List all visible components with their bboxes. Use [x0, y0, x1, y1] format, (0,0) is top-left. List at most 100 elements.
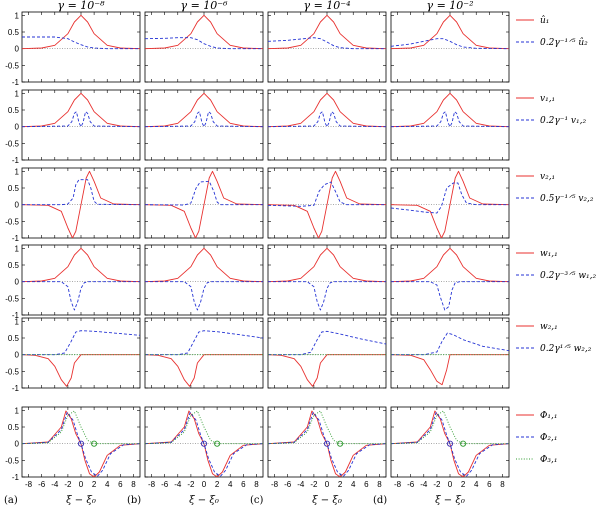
y-tick-label: -1: [12, 311, 20, 320]
legend-row-1: û₁ 0.2γ⁻¹ᐟ⁵ û₂: [516, 15, 588, 48]
point-marker: [323, 440, 331, 447]
subfigure-label: (a): [4, 495, 18, 506]
x-tick-label: -2: [187, 480, 195, 489]
series-1-line: [268, 14, 386, 50]
series-1-line: [391, 354, 509, 386]
panel-frame: [21, 89, 141, 161]
series-2-line: [145, 330, 263, 356]
panel-r6-c4: -8 -6 -4 -2 0 2 4 6 8: [390, 406, 510, 489]
panel-r4-c3: [267, 244, 387, 316]
x-tick-label: -4: [420, 480, 428, 489]
series-1-line: [391, 247, 509, 283]
x-tick-label: 0: [79, 480, 84, 489]
y-tick-label: -0.5: [5, 217, 19, 226]
series-1-line: [22, 247, 140, 283]
series-2-line: [391, 38, 509, 50]
panel-frame: [390, 89, 510, 161]
panel-frame: [21, 406, 141, 478]
x-tick-label: -8: [148, 480, 156, 489]
x-tick-label: 2: [461, 480, 466, 489]
series-1-line: [391, 92, 509, 128]
series-2-line: [145, 281, 263, 311]
y-tick-label: 0: [15, 45, 20, 54]
legend-label: w₂,₁: [540, 322, 558, 332]
column-title-3: γ = 10⁻⁴: [304, 0, 351, 12]
series-1-line: [22, 14, 140, 50]
x-tick-label: -6: [38, 480, 46, 489]
x-tick-label: -6: [161, 480, 169, 489]
panel-frame: [267, 244, 387, 316]
y-tick-label: -1: [12, 156, 20, 165]
column-title-1: γ = 10⁻⁸: [58, 0, 106, 12]
legend-label: Φ₁,₁: [540, 411, 557, 421]
x-tick-label: 0: [202, 480, 207, 489]
column-title-2: γ = 10⁻⁶: [181, 0, 229, 12]
panel-frame: [390, 317, 510, 389]
x-tick-label: -8: [271, 480, 279, 489]
series-2-line: [268, 411, 386, 477]
y-tick-label: 1: [15, 11, 20, 20]
panel-r4-c4: [390, 244, 510, 316]
y-tick-label: -0.5: [5, 139, 19, 148]
legend-row-4: w₁,₁ 0.2γ⁻³ᐟ⁵ w₁,₂: [516, 249, 597, 281]
panel-frame: [144, 406, 264, 478]
series-2-line: [22, 330, 140, 356]
series-2-line: [391, 411, 509, 477]
panel-r4-c2: [144, 244, 264, 316]
x-tick-label: 0: [448, 480, 453, 489]
x-tick-label: 6: [487, 480, 492, 489]
point-marker: [200, 440, 208, 447]
legend-label: v₂,₁: [540, 172, 555, 182]
series-1-line: [268, 92, 386, 128]
y-tick-label: 0: [15, 440, 20, 449]
x-tick-label: -6: [407, 480, 415, 489]
y-tick-label: 1: [15, 317, 20, 326]
x-tick-label: 0: [325, 480, 330, 489]
x-tick-label: 8: [131, 480, 136, 489]
column-title-4: γ = 10⁻²: [427, 0, 474, 12]
legend-label: 0.2γ⁻¹ᐟ⁵ û₂: [540, 37, 588, 48]
y-tick-label: -1: [12, 384, 20, 393]
panel-r2-c1: 1 0.5 0 -0.5 -1: [5, 89, 141, 165]
panel-r1-c4: [390, 11, 510, 83]
series-1-line: [145, 92, 263, 128]
x-tick-label: 8: [500, 480, 505, 489]
panel-r5-c2: [144, 317, 264, 389]
series-2-line: [391, 182, 509, 214]
subfigure-label: (c): [250, 495, 264, 506]
panel-r2-c3: [267, 89, 387, 161]
panel-r5-c4: [390, 317, 510, 389]
x-axis-label: ξ − ξ₀: [312, 495, 342, 506]
legend-row-3: v₂,₁ 0.5γ⁻¹ᐟ⁵ v₂,₂: [516, 172, 594, 204]
series-2-line: [268, 330, 386, 356]
point-marker: [214, 440, 221, 447]
y-tick-label: 0.5: [8, 334, 20, 343]
y-tick-label: 1: [15, 89, 20, 98]
series-1-line: [22, 354, 140, 387]
y-tick-label: 1: [15, 406, 20, 415]
legend-label: Φ₃,₁: [540, 455, 557, 465]
panel-r3-c2: [144, 167, 264, 239]
legend-label: 0.2γ¹ᐟ⁵ w₂,₂: [540, 344, 592, 354]
panel-r3-c4: [390, 167, 510, 239]
panel-frame: [144, 317, 264, 389]
x-tick-label: 4: [351, 480, 356, 489]
legend-label: 0.5γ⁻¹ᐟ⁵ v₂,₂: [540, 194, 594, 204]
subfigure-label: (d): [373, 495, 387, 506]
series-1-line: [145, 247, 263, 283]
legend-label: Φ₂,₁: [540, 433, 557, 443]
series-2-line: [22, 179, 140, 206]
x-tick-label: 2: [338, 480, 343, 489]
series-3-line: [22, 410, 140, 445]
y-tick-label: -0.5: [5, 61, 19, 70]
panel-frame: [267, 11, 387, 83]
panel-frame: [144, 11, 264, 83]
panel-r6-c2: -8 -6 -4 -2 0 2 4 6 8: [144, 406, 264, 489]
panel-r5-c1: 1 0.5 0 -0.5 -1: [5, 317, 141, 393]
point-marker: [446, 440, 454, 447]
x-tick-label: 6: [241, 480, 246, 489]
panel-r2-c4: [390, 89, 510, 161]
x-axis-label: ξ − ξ₀: [435, 495, 465, 506]
y-tick-label: -1: [12, 234, 20, 243]
